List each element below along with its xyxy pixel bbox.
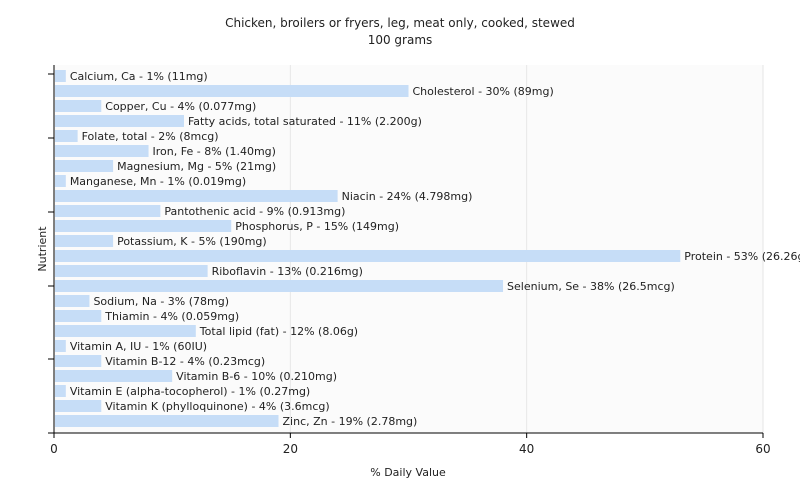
bar-label: Vitamin E (alpha-tocopherol) - 1% (0.27m…: [70, 385, 310, 398]
bar-label: Sodium, Na - 3% (78mg): [93, 295, 229, 308]
bar-label: Selenium, Se - 38% (26.5mcg): [507, 280, 675, 293]
x-tick-label: 20: [283, 442, 298, 456]
bar: [55, 205, 161, 217]
axes: [48, 65, 764, 438]
x-tick-labels: 0 20 40 60: [50, 442, 770, 456]
bar-label: Vitamin K (phylloquinone) - 4% (3.6mcg): [105, 400, 329, 413]
bars: [55, 70, 681, 427]
bar: [55, 295, 90, 307]
bar-label: Pantothenic acid - 9% (0.913mg): [164, 205, 345, 218]
x-axis-label: % Daily Value: [370, 466, 446, 479]
bar-label: Copper, Cu - 4% (0.077mg): [105, 100, 256, 113]
bar-label: Phosphorus, P - 15% (149mg): [235, 220, 399, 233]
bar: [55, 190, 338, 202]
chart-title: Chicken, broilers or fryers, leg, meat o…: [225, 16, 575, 30]
bar-label: Thiamin - 4% (0.059mg): [104, 310, 239, 323]
bar: [55, 385, 66, 397]
bar: [55, 70, 66, 82]
bar: [55, 415, 279, 427]
bar-label: Manganese, Mn - 1% (0.019mg): [70, 175, 246, 188]
bar-label: Potassium, K - 5% (190mg): [117, 235, 267, 248]
bar-label: Iron, Fe - 8% (1.40mg): [153, 145, 276, 158]
bar: [55, 280, 504, 292]
bar: [55, 250, 681, 262]
bar: [55, 160, 114, 172]
bar: [55, 85, 409, 97]
bar: [55, 370, 173, 382]
bar-label: Folate, total - 2% (8mcg): [82, 130, 219, 143]
bar-label: Niacin - 24% (4.798mg): [342, 190, 473, 203]
x-tick-label: 0: [50, 442, 58, 456]
bar-label: Riboflavin - 13% (0.216mg): [212, 265, 363, 278]
x-tick-label: 40: [519, 442, 534, 456]
bar: [55, 325, 196, 337]
bar-label: Protein - 53% (26.26g): [684, 250, 800, 263]
bar: [55, 265, 208, 277]
bar: [55, 310, 102, 322]
y-axis-label: Nutrient: [36, 226, 49, 272]
gridlines: [289, 65, 764, 433]
bar: [55, 145, 149, 157]
bar: [55, 100, 102, 112]
bar-label: Zinc, Zn - 19% (2.78mg): [283, 415, 418, 428]
bar-label: Magnesium, Mg - 5% (21mg): [117, 160, 276, 173]
bar: [55, 175, 66, 187]
bar-label: Calcium, Ca - 1% (11mg): [70, 70, 208, 83]
chart-subtitle: 100 grams: [368, 33, 433, 47]
bar: [55, 220, 232, 232]
x-tick-label: 60: [755, 442, 770, 456]
bar-label: Vitamin B-6 - 10% (0.210mg): [176, 370, 337, 383]
bar: [55, 235, 114, 247]
bar-label: Cholesterol - 30% (89mg): [413, 85, 554, 98]
bar-label: Fatty acids, total saturated - 11% (2.20…: [188, 115, 422, 128]
bar: [55, 130, 78, 142]
bar-label: Total lipid (fat) - 12% (8.06g): [199, 325, 358, 338]
bar: [55, 400, 102, 412]
bar: [55, 340, 66, 352]
bar-label: Vitamin B-12 - 4% (0.23mcg): [105, 355, 265, 368]
bar-label: Vitamin A, IU - 1% (60IU): [70, 340, 207, 353]
bar: [55, 355, 102, 367]
bar: [55, 115, 184, 127]
bar-labels: Calcium, Ca - 1% (11mg) Cholesterol - 30%…: [70, 70, 800, 428]
